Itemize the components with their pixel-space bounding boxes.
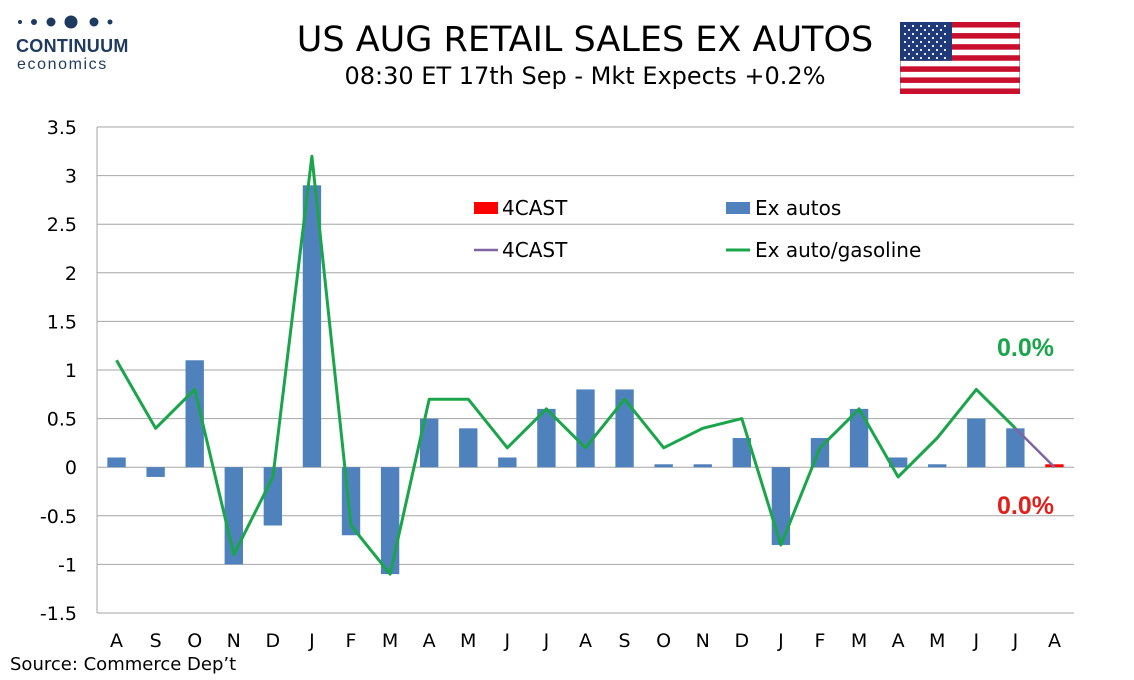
bar-ex-autos <box>185 360 204 468</box>
y-tick-label: -0.5 <box>40 506 77 528</box>
y-tick-label: -1.5 <box>40 603 77 625</box>
x-tick-label: J <box>777 630 784 652</box>
x-tick-label: F <box>815 630 826 652</box>
annotation-bar-forecast: 0.0% <box>997 492 1054 520</box>
bar-ex-autos <box>498 457 517 468</box>
x-tick-label: O <box>656 630 671 652</box>
bar-ex-autos <box>771 467 791 545</box>
x-tick-label: D <box>266 630 281 652</box>
x-tick-label: A <box>110 630 123 652</box>
x-tick-label: M <box>851 630 867 652</box>
x-tick-label: S <box>619 630 631 652</box>
line-4cast <box>1014 427 1056 469</box>
legend-label-ex-auto-gasoline: Ex auto/gasoline <box>755 238 921 262</box>
grid-layer <box>97 126 1074 614</box>
x-tick-label: J <box>972 630 979 652</box>
x-tick-label: S <box>150 630 162 652</box>
brand-name: CONTINUUM <box>16 36 129 56</box>
x-tick-label: F <box>346 630 357 652</box>
x-tick-label: A <box>892 630 905 652</box>
bar-ex-autos <box>693 464 712 468</box>
x-tick-label: M <box>929 630 945 652</box>
y-tick-label: 1.5 <box>47 311 77 333</box>
legend-label-4cast-bar: 4CAST <box>502 196 568 220</box>
bar-ex-autos <box>459 428 478 468</box>
annotation-line-forecast: 0.0% <box>997 334 1054 362</box>
bar-ex-autos <box>849 408 869 468</box>
x-tick-label: N <box>696 630 710 652</box>
legend-swatch-ex-autos <box>726 202 750 214</box>
y-tick-label: -1 <box>58 554 77 576</box>
bar-ex-autos <box>888 457 908 468</box>
source-note: Source: Commerce Dep’t <box>10 654 237 675</box>
bar-ex-autos <box>537 408 556 468</box>
bar-ex-autos <box>576 389 595 468</box>
y-tick-label: 2 <box>65 263 77 285</box>
x-tick-label: J <box>308 630 315 652</box>
y-tick-label: 3 <box>65 166 77 188</box>
x-tick-label: A <box>1048 630 1061 652</box>
brand-logo: CONTINUUM economics <box>14 14 144 73</box>
x-tick-label: J <box>504 630 511 652</box>
x-tick-label: O <box>187 630 202 652</box>
x-tick-label: J <box>543 630 550 652</box>
brand-sub: economics <box>17 56 108 73</box>
bar-ex-autos <box>146 467 165 477</box>
x-tick-label: D <box>734 630 749 652</box>
bar-ex-autos <box>380 467 400 575</box>
legend-label-ex-autos: Ex autos <box>755 196 841 220</box>
x-tick-label: N <box>227 630 241 652</box>
logo-dots-icon <box>18 15 113 29</box>
bar-ex-autos <box>107 457 126 468</box>
line-ex-auto-gasoline <box>115 154 1017 576</box>
x-tick-label: A <box>579 630 592 652</box>
x-tick-label: M <box>460 630 476 652</box>
chart-subtitle: 08:30 ET 17th Sep - Mkt Expects +0.2% <box>344 62 826 90</box>
bar-ex-autos <box>732 438 752 468</box>
y-tick-label: 3.5 <box>47 117 77 139</box>
y-tick-label: 2.5 <box>47 214 77 236</box>
chart-title: US AUG RETAIL SALES EX AUTOS <box>296 20 874 60</box>
bar-ex-autos <box>263 467 283 526</box>
line-layer <box>115 154 1056 576</box>
legend-label-4cast-line: 4CAST <box>502 238 568 262</box>
y-tick-label: 0 <box>65 457 77 479</box>
bar-ex-autos <box>302 185 322 468</box>
us-flag-icon <box>900 22 1020 94</box>
bar-ex-autos <box>1006 428 1025 468</box>
bar-ex-autos <box>419 418 439 468</box>
y-tick-label: 0.5 <box>47 409 77 431</box>
bar-ex-autos <box>654 464 673 468</box>
axis-layer: 3.5 3 2.5 2 1.5 1 0.5 0 -0.5 -1 -1.5 A S O N D J F M A M J J A S… <box>40 117 1061 652</box>
x-tick-label: M <box>382 630 398 652</box>
x-tick-label: J <box>1012 630 1019 652</box>
bar-ex-autos <box>928 464 947 468</box>
legend-swatch-4cast-bar <box>474 202 498 214</box>
bar-ex-autos <box>615 389 634 468</box>
y-tick-label: 1 <box>65 360 77 382</box>
bar-ex-autos <box>967 418 986 468</box>
legend: 4CAST Ex autos 4CAST Ex auto/gasoline <box>474 196 921 262</box>
x-tick-label: A <box>423 630 436 652</box>
